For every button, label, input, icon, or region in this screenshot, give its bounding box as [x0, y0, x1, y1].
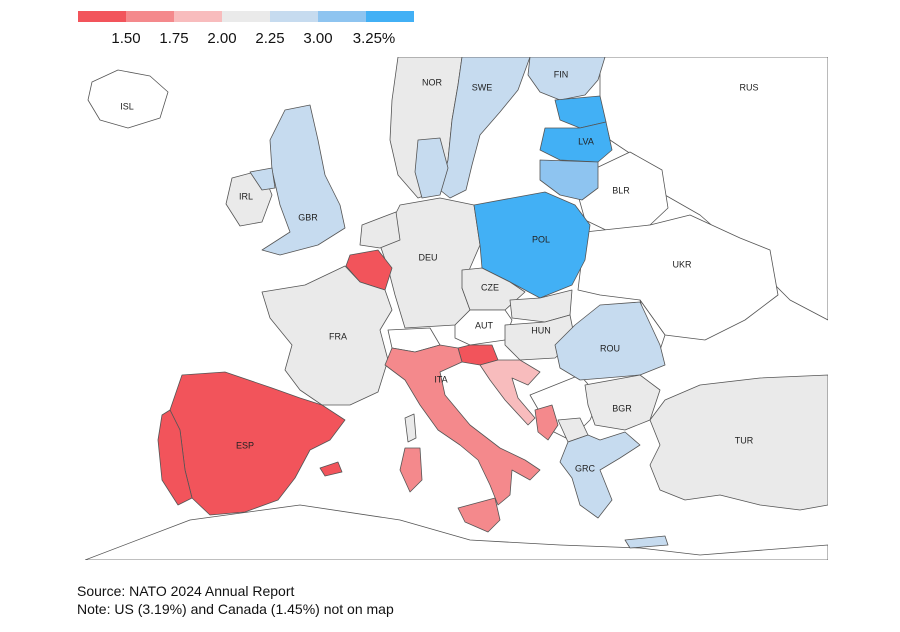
country-ltu: [539, 159, 599, 201]
label-cze: CZE: [481, 282, 499, 292]
label-nor: NOR: [422, 77, 443, 87]
country-ita-sardinia: [399, 447, 423, 493]
label-hun: HUN: [531, 325, 551, 335]
label-bgr: BGR: [612, 403, 632, 413]
country-bgr: [584, 374, 661, 431]
legend-swatch-3: [174, 11, 222, 22]
country-fin: [527, 57, 606, 101]
label-ita: ITA: [434, 374, 447, 384]
label-rus: RUS: [739, 82, 758, 92]
country-swe: [439, 57, 531, 199]
legend-tick-4: 2.25: [255, 30, 285, 47]
legend-tick-2: 1.75: [159, 30, 189, 47]
legend-swatch-2: [126, 11, 174, 22]
legend-tick-1: 1.50: [111, 30, 141, 47]
label-pol: POL: [532, 234, 550, 244]
label-isl: ISL: [120, 101, 134, 111]
label-irl: IRL: [239, 191, 253, 201]
color-legend: 1.50 1.75 2.00 2.25 3.00 3.25%: [78, 11, 418, 51]
ukraine-region: [577, 214, 779, 341]
label-aut: AUT: [475, 320, 494, 330]
label-rou: ROU: [600, 343, 620, 353]
label-tur: TUR: [735, 435, 754, 445]
label-ukr: UKR: [672, 259, 692, 269]
country-fra-corsica: [404, 413, 417, 443]
legend-tick-3: 2.00: [207, 30, 237, 47]
legend-swatch-6: [318, 11, 366, 22]
country-pol: [473, 191, 591, 299]
legend-swatch-5: [270, 11, 318, 22]
legend-swatch-1: [78, 11, 126, 22]
country-isl: [87, 69, 169, 129]
country-ita-sicily: [457, 497, 501, 533]
country-nld: [359, 211, 401, 249]
country-grc-crete: [624, 535, 669, 549]
label-deu: DEU: [418, 252, 437, 262]
country-prt: [157, 409, 193, 506]
label-fra: FRA: [329, 331, 347, 341]
note-text: Note: US (3.19%) and Canada (1.45%) not …: [77, 601, 394, 617]
label-blr: BLR: [612, 185, 630, 195]
source-text: Source: NATO 2024 Annual Report: [77, 583, 295, 599]
country-dnk: [414, 137, 449, 199]
legend-tick-5: 3.00: [303, 30, 333, 47]
label-grc: GRC: [575, 463, 596, 473]
north-africa-region: [85, 504, 828, 560]
country-alb: [534, 404, 559, 441]
country-gbr: [261, 104, 346, 256]
label-swe: SWE: [472, 82, 493, 92]
label-lva: LVA: [578, 136, 594, 146]
country-grc: [559, 431, 641, 519]
legend-swatch-4: [222, 11, 270, 22]
country-rou: [554, 301, 666, 381]
legend-tick-6: 3.25%: [352, 30, 396, 47]
country-gbr-ni: [249, 167, 276, 191]
label-gbr: GBR: [298, 212, 318, 222]
country-ita: [384, 344, 541, 506]
country-fra: [261, 265, 393, 406]
label-esp: ESP: [236, 440, 254, 450]
country-esp-balearic: [319, 461, 343, 477]
legend-swatch-7: [366, 11, 414, 22]
country-lva: [539, 121, 613, 163]
country-est: [554, 95, 607, 129]
country-tur: [649, 374, 828, 511]
label-fin: FIN: [554, 69, 569, 79]
country-hrv: [479, 359, 541, 426]
